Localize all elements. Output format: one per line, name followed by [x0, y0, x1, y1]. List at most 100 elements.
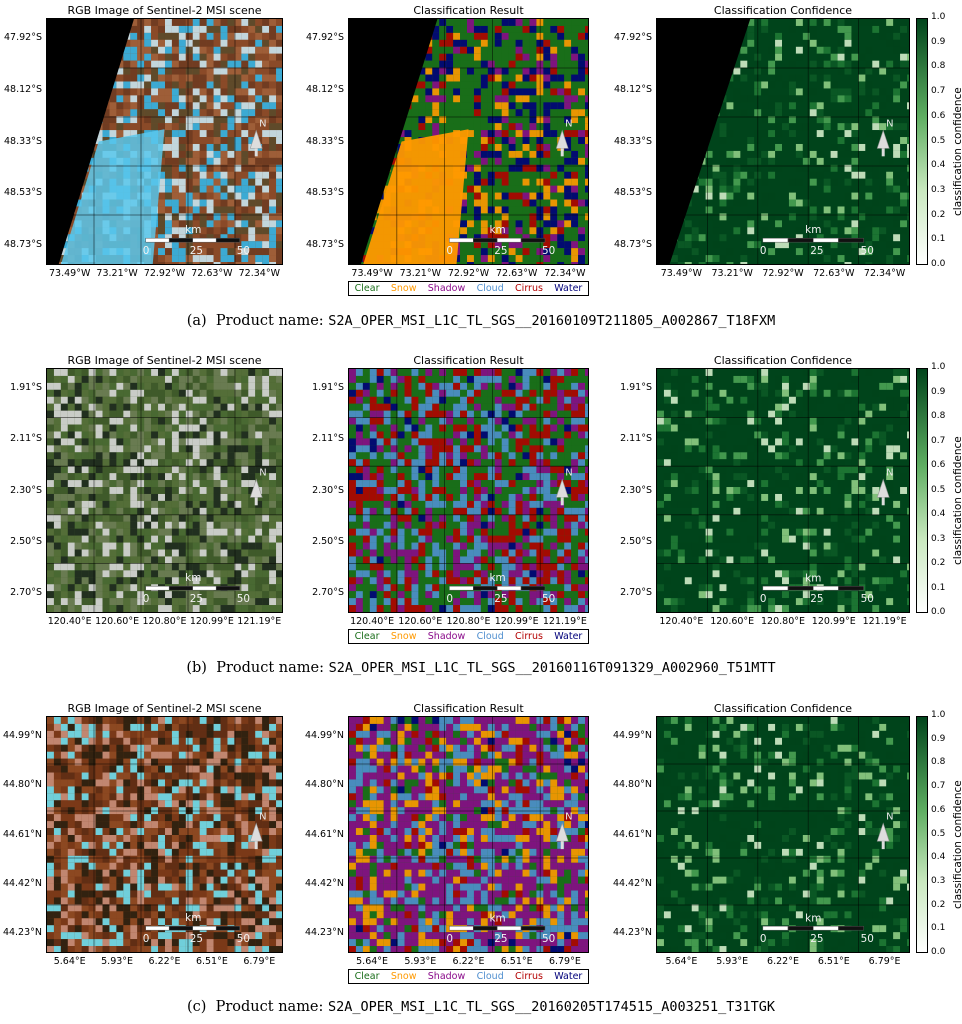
colorbar-label: classification confidence [952, 86, 962, 216]
scalebar-tick: 0 [143, 245, 150, 257]
colorbar-tick: 0.1 [931, 234, 946, 245]
scalebar-unit: km [490, 572, 506, 584]
lat-label: 2.30°S [10, 484, 42, 496]
confidence-colorbar [916, 18, 928, 265]
lat-label: 44.80°N [612, 779, 652, 791]
colorbar-tick: 0.4 [931, 160, 946, 171]
colorbar-tick: 0.4 [931, 509, 946, 519]
lat-label: 44.23°N [612, 927, 652, 938]
lon-label: 120.40°E [350, 616, 395, 627]
lat-label: 44.61°N [2, 828, 42, 840]
lon-label: 73.49°W [660, 268, 703, 279]
colorbar-tick: 0.8 [931, 61, 946, 72]
north-label: N [259, 119, 266, 130]
scalebar-tick: 25 [190, 933, 203, 945]
north-arrow [249, 478, 263, 498]
legend-item-cloud: Cloud [476, 971, 504, 982]
scalebar-tick: 50 [237, 933, 250, 945]
lat-label: 44.80°N [2, 779, 42, 791]
lon-label: 120.60°E [95, 616, 140, 627]
colorbar-label: classification confidence [952, 779, 962, 909]
lon-label: 120.80°E [761, 616, 805, 627]
lat-label: 2.11°S [10, 433, 42, 445]
colorbar-tick: 0.9 [931, 36, 946, 47]
lat-label: 48.12°S [306, 83, 344, 95]
scalebar-tick: 0 [446, 933, 453, 945]
legend-item-snow: Snow [390, 631, 417, 642]
legend-item-cloud: Cloud [476, 631, 504, 642]
snowfield [61, 129, 165, 264]
lat-label: 48.33°S [306, 135, 344, 147]
lon-label: 72.63°W [496, 268, 538, 279]
lat-label: 44.80°N [304, 779, 344, 791]
colorbar-tick: 0.5 [931, 828, 946, 839]
lat-label: 48.73°S [614, 239, 652, 250]
colorbar-tick: 0.7 [931, 86, 946, 97]
north-arrow [876, 478, 890, 498]
lat-label: 48.33°S [4, 135, 42, 147]
colorbar-tick: 0.8 [931, 411, 946, 421]
lat-label: 44.42°N [612, 877, 652, 889]
lon-label: 120.80°E [142, 616, 187, 627]
caption-product-name: S2A_OPER_MSI_L1C_TL_SGS__20160109T211805… [328, 313, 776, 329]
legend-item-cirrus: Cirrus [515, 631, 543, 642]
north-label: N [565, 119, 572, 130]
lat-label: 47.92°S [4, 32, 42, 43]
colorbar-tick: 0.2 [931, 209, 946, 220]
scalebar-unit: km [185, 572, 201, 584]
lat-label: 2.70°S [620, 587, 652, 598]
lon-label: 6.79°E [868, 956, 901, 967]
colorbar-label: classification confidence [952, 435, 962, 565]
lon-label: 5.64°E [356, 956, 389, 967]
lon-label: 120.40°E [47, 616, 92, 627]
colorbar-tick: 0.2 [931, 558, 946, 568]
north-label: N [259, 468, 266, 479]
colorbar-tick: 0.6 [931, 804, 946, 815]
lon-label: 72.92°W [762, 268, 804, 279]
colorbar-tick: 0.9 [931, 733, 946, 744]
north-label: N [565, 468, 572, 479]
scalebar-tick: 50 [542, 245, 555, 257]
lon-label: 73.49°W [351, 268, 393, 279]
north-arrow [249, 822, 263, 842]
lat-label: 48.73°S [306, 239, 344, 250]
confidence-colorbar [916, 716, 928, 953]
lon-label: 120.80°E [446, 616, 491, 627]
lon-label: 72.92°W [447, 268, 490, 279]
north-label: N [886, 811, 893, 822]
confidence-image: Nkm 0 25 50 [657, 369, 909, 612]
north-label: N [886, 119, 893, 130]
row-caption: (a) Product name: S2A_OPER_MSI_L1C_TL_SG… [187, 313, 776, 329]
scalebar-unit: km [805, 224, 821, 236]
lat-label: 2.50°S [10, 535, 42, 547]
lon-label: 120.99°E [494, 616, 539, 627]
scalebar-tick: 50 [542, 593, 555, 605]
lat-label: 2.11°S [620, 433, 652, 445]
lon-label: 73.21°W [399, 268, 441, 279]
rgb-image: Nkm 0 25 50 [47, 19, 282, 264]
panel-title-classification: Classification Result [413, 4, 524, 17]
classification-image: Nkm 0 25 50 [349, 369, 588, 612]
north-label: N [259, 811, 266, 822]
scalebar-tick: 50 [861, 593, 874, 605]
scalebar-unit: km [490, 912, 506, 924]
scalebar-tick: 25 [810, 245, 823, 257]
colorbar-tick: 0.0 [931, 259, 946, 269]
lon-label: 5.93°E [404, 956, 437, 967]
panel-title-confidence: Classification Confidence [713, 4, 853, 17]
lon-label: 6.51°E [500, 956, 533, 967]
rgb-image: Nkm 0 25 50 [47, 717, 282, 952]
lon-label: 5.64°E [53, 956, 86, 967]
lon-label: 6.22°E [148, 956, 181, 967]
lat-label: 47.92°S [306, 32, 344, 43]
lat-label: 2.50°S [620, 535, 652, 547]
colorbar-tick: 0.0 [931, 607, 946, 617]
scalebar-tick: 0 [760, 245, 767, 257]
legend-item-clear: Clear [354, 971, 380, 982]
legend-item-snow: Snow [390, 971, 417, 982]
lon-label: 121.19°E [237, 616, 282, 627]
lon-label: 121.19°E [862, 616, 907, 627]
scalebar-unit: km [805, 572, 821, 584]
